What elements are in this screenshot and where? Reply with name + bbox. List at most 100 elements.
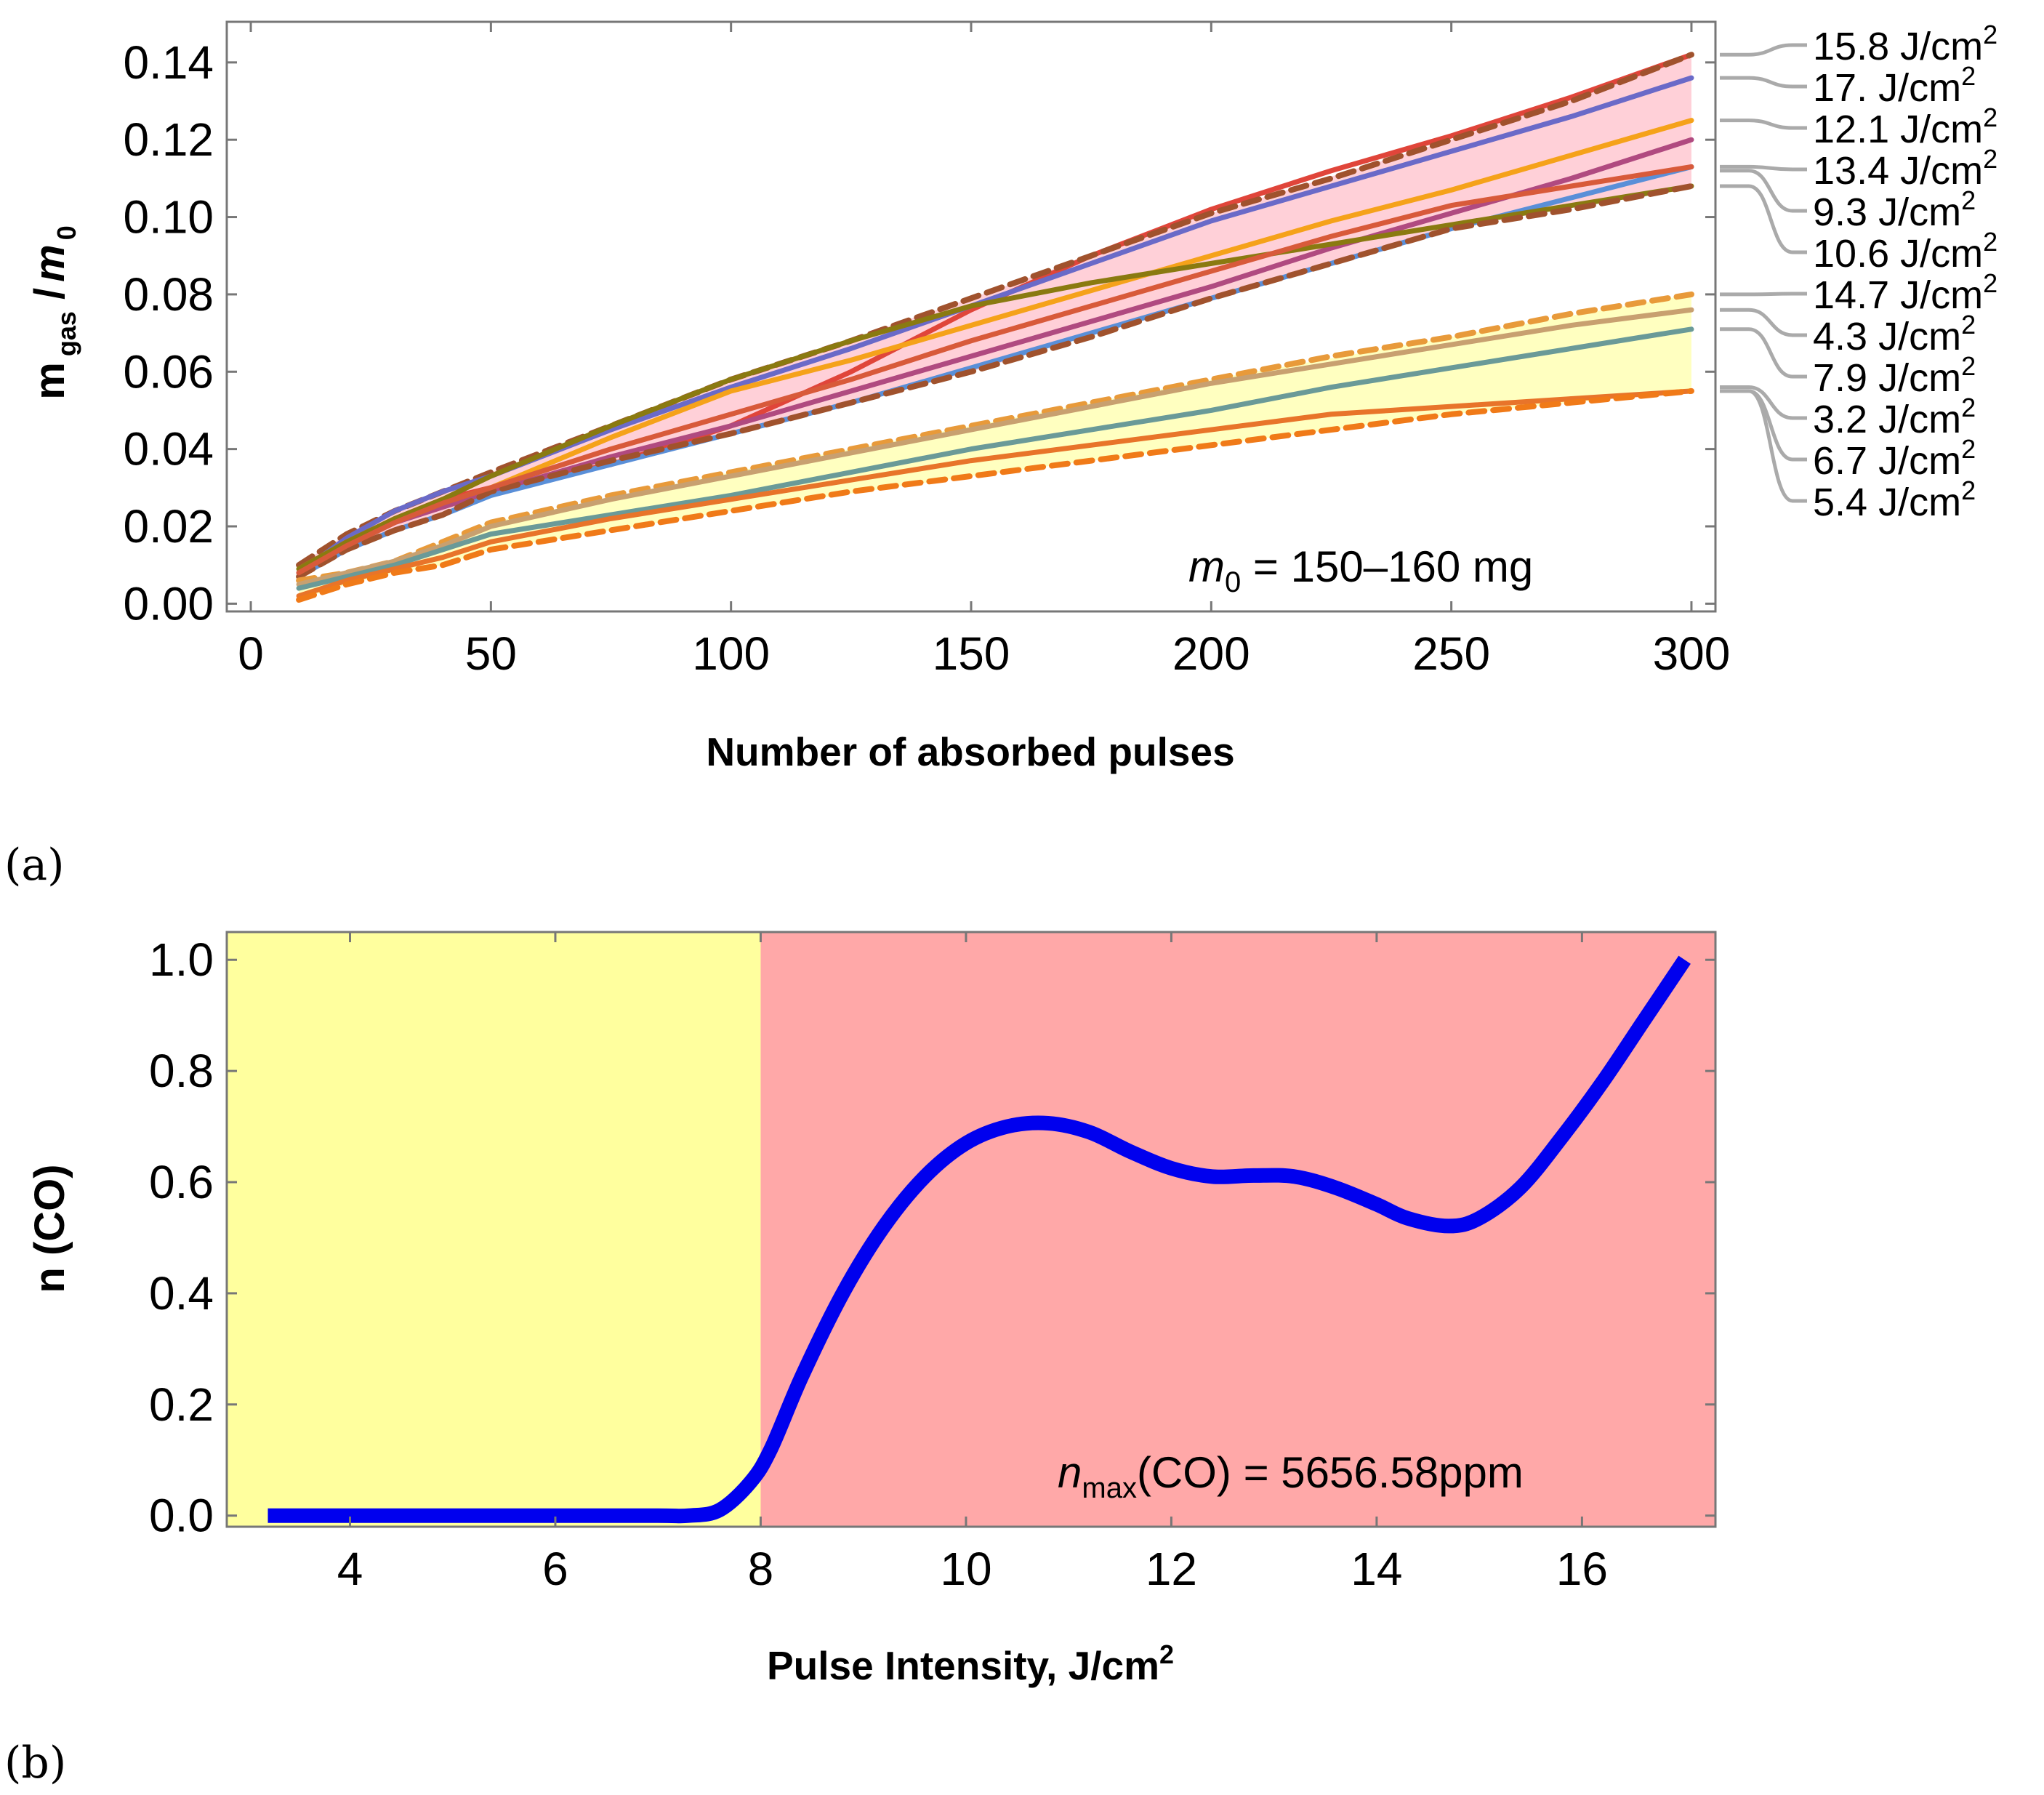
legend-text-5: 10.6 J/cm bbox=[1813, 232, 1983, 276]
legend-label-11: 5.4 J/cm2 bbox=[1813, 475, 1976, 524]
legend-leader-5 bbox=[1720, 184, 1807, 254]
b-x-tick-label-1: 6 bbox=[542, 1543, 568, 1595]
x-tick-label-6: 300 bbox=[1653, 627, 1731, 680]
b-y-tick-label-5: 1.0 bbox=[149, 933, 214, 986]
legend-sup-6: 2 bbox=[1983, 268, 1997, 298]
legend-text-3: 13.4 J/cm bbox=[1813, 149, 1983, 193]
b-y-tick-label-4: 0.8 bbox=[149, 1045, 214, 1097]
panel-a-series bbox=[296, 52, 1694, 603]
panel-a-y-axis-label: m gas / m 0 bbox=[26, 225, 81, 399]
xlabel-b-main: Pulse Intensity, J/cm bbox=[767, 1643, 1159, 1688]
legend-sup-10: 2 bbox=[1961, 434, 1976, 464]
b-x-tick-label-0: 4 bbox=[337, 1543, 363, 1595]
b-y-tick-label-1: 0.2 bbox=[149, 1378, 214, 1431]
legend-text-1: 17. J/cm bbox=[1813, 66, 1961, 110]
panel-b-label: (b) bbox=[4, 1738, 66, 1788]
legend-text-10: 6.7 J/cm bbox=[1813, 439, 1961, 483]
x-tick-label-5: 250 bbox=[1412, 627, 1490, 680]
panel-a-x-axis-label: Number of absorbed pulses bbox=[706, 729, 1234, 774]
panel-b-annotation: nmax(CO) = 5656.58ppm bbox=[1058, 1448, 1524, 1504]
series-line-7 bbox=[296, 183, 1694, 580]
b-x-tick-label-5: 14 bbox=[1351, 1543, 1402, 1595]
legend-leader-4 bbox=[1720, 169, 1807, 213]
ylabel-sub: gas bbox=[52, 311, 81, 356]
legend-text-2: 12.1 J/cm bbox=[1813, 108, 1983, 151]
x-tick-label-3: 150 bbox=[933, 627, 1010, 680]
y-tick-label-2: 0.04 bbox=[123, 423, 214, 475]
ylabel-slash: / bbox=[26, 288, 73, 311]
legend-text-6: 14.7 J/cm bbox=[1813, 273, 1983, 317]
legend-leader-2 bbox=[1720, 119, 1807, 130]
panel-b-regions bbox=[227, 932, 1715, 1527]
ylabel-main: m bbox=[26, 362, 73, 400]
legend-sup-0: 2 bbox=[1983, 20, 1997, 49]
annotation-b-rest: (CO) = 5656.58ppm bbox=[1137, 1448, 1524, 1497]
legend-sup-9: 2 bbox=[1961, 393, 1976, 422]
annotation-a-sub: 0 bbox=[1225, 566, 1241, 598]
b-x-tick-label-6: 16 bbox=[1556, 1543, 1608, 1595]
series-line-13 bbox=[296, 387, 1694, 603]
series-line-8 bbox=[296, 164, 1694, 576]
legend-text-9: 3.2 J/cm bbox=[1813, 398, 1961, 441]
legend-sup-7: 2 bbox=[1961, 310, 1976, 340]
legend-leader-9 bbox=[1720, 385, 1807, 420]
panel-b-series bbox=[267, 955, 1691, 1524]
legend-leader-7 bbox=[1720, 308, 1807, 337]
series-line-b-0 bbox=[267, 955, 1691, 1524]
legend-label-9: 3.2 J/cm2 bbox=[1813, 393, 1976, 441]
legend-label-4: 9.3 J/cm2 bbox=[1813, 185, 1976, 234]
y-tick-label-6: 0.12 bbox=[123, 113, 214, 166]
legend-leader-8 bbox=[1720, 327, 1807, 379]
b-x-tick-label-3: 10 bbox=[940, 1543, 991, 1595]
y-tick-label-0: 0.00 bbox=[123, 577, 214, 630]
legend-sup-3: 2 bbox=[1983, 144, 1997, 174]
ylabel-den-sub: 0 bbox=[52, 225, 81, 240]
b-y-tick-label-0: 0.0 bbox=[149, 1490, 214, 1542]
legend-label-10: 6.7 J/cm2 bbox=[1813, 434, 1976, 483]
panel-a-annotation: m0 = 150–160 mg bbox=[1188, 542, 1533, 598]
b-y-tick-label-2: 0.4 bbox=[149, 1267, 214, 1320]
legend-sup-11: 2 bbox=[1961, 475, 1976, 505]
panel-b-frame bbox=[225, 931, 1717, 1528]
legend-label-6: 14.7 J/cm2 bbox=[1813, 268, 1997, 317]
panel-b-chart: 4 6 8 10 12 14 16 0.0 0.2 0.4 0.6 0.8 1.0 Pulse Int… bbox=[4, 931, 1717, 1788]
x-tick-label-1: 50 bbox=[465, 627, 517, 680]
panel-b-x-ticks: 4 6 8 10 12 14 16 bbox=[337, 932, 1608, 1595]
annotation-a-rest: = 150–160 mg bbox=[1241, 542, 1533, 591]
x-tick-label-4: 200 bbox=[1172, 627, 1250, 680]
b-x-tick-label-4: 12 bbox=[1146, 1543, 1197, 1595]
y-tick-label-4: 0.08 bbox=[123, 268, 214, 321]
legend-label-7: 4.3 J/cm2 bbox=[1813, 310, 1976, 358]
legend-text-4: 9.3 J/cm bbox=[1813, 190, 1961, 234]
legend-label-8: 7.9 J/cm2 bbox=[1813, 351, 1976, 400]
legend-label-1: 17. J/cm2 bbox=[1813, 61, 1976, 110]
panel-a-label: (a) bbox=[4, 840, 65, 891]
legend-sup-1: 2 bbox=[1961, 61, 1976, 91]
annotation-a-main: m bbox=[1188, 542, 1225, 591]
series-line-11 bbox=[296, 326, 1694, 591]
legend-text-8: 7.9 J/cm bbox=[1813, 356, 1961, 400]
legend-label-3: 13.4 J/cm2 bbox=[1813, 144, 1997, 193]
y-tick-label-1: 0.02 bbox=[123, 500, 214, 553]
legend-sup-5: 2 bbox=[1983, 227, 1997, 257]
legend-label-2: 12.1 J/cm2 bbox=[1813, 103, 1997, 151]
series-line-6 bbox=[296, 183, 1694, 572]
panel-b-y-ticks: 0.0 0.2 0.4 0.6 0.8 1.0 bbox=[149, 933, 1715, 1542]
legend-sup-2: 2 bbox=[1983, 103, 1997, 132]
x-tick-label-2: 100 bbox=[692, 627, 770, 680]
y-tick-label-5: 0.10 bbox=[123, 191, 214, 244]
legend-text-7: 4.3 J/cm bbox=[1813, 315, 1961, 358]
legend-sup-4: 2 bbox=[1961, 185, 1976, 215]
legend-sup-8: 2 bbox=[1961, 351, 1976, 381]
legend-leader-10 bbox=[1720, 389, 1807, 462]
series-line-10 bbox=[296, 307, 1694, 587]
series-line-12 bbox=[296, 388, 1694, 599]
b-x-tick-label-2: 8 bbox=[748, 1543, 774, 1595]
panel-a-chart: 0 50 100 150 200 250 300 0.000.020.040.060.080… bbox=[4, 20, 1997, 891]
legend-leader-3 bbox=[1720, 164, 1807, 172]
x-tick-label-0: 0 bbox=[238, 627, 264, 680]
legend-leader-0 bbox=[1720, 43, 1807, 57]
legend-label-0: 15.8 J/cm2 bbox=[1813, 20, 1997, 68]
legend-label-5: 10.6 J/cm2 bbox=[1813, 227, 1997, 276]
